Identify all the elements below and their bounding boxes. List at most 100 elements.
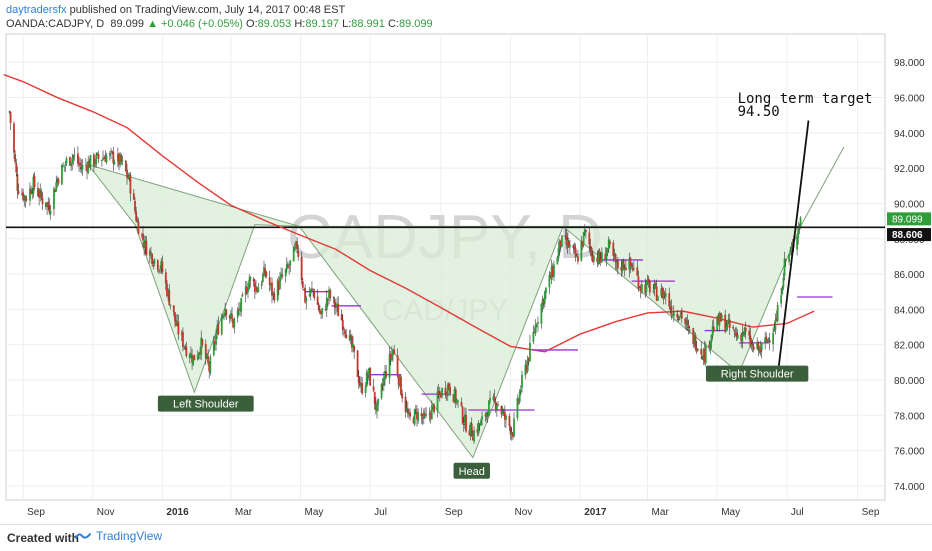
candle-body: [389, 353, 392, 359]
candle-body: [128, 174, 131, 180]
candle-body: [405, 408, 408, 411]
projection-line: [800, 146, 845, 227]
x-tick-label: Sep: [27, 507, 45, 518]
y-tick-label: 74.000: [894, 482, 925, 493]
candle-body: [221, 315, 224, 318]
candle-body: [656, 296, 659, 301]
candle-body: [494, 401, 497, 409]
candle-body: [533, 331, 536, 333]
candle-body: [759, 348, 762, 353]
candle-body: [105, 155, 108, 163]
candle-body: [734, 333, 737, 335]
publish-header: daytradersfx published on TradingView.co…: [6, 3, 345, 17]
candle-body: [232, 318, 235, 328]
candle-body: [477, 422, 480, 434]
candle-body: [236, 310, 239, 318]
candle-body: [457, 400, 459, 402]
candle-body: [268, 276, 271, 286]
candle-body: [373, 391, 376, 405]
candle-body: [743, 327, 746, 335]
candle-body: [561, 235, 563, 247]
candle-body: [797, 227, 800, 238]
candle-body: [648, 281, 651, 293]
candle-body: [476, 428, 479, 433]
candle-body: [285, 263, 288, 270]
candle-body: [597, 251, 600, 265]
candle-body: [781, 287, 784, 295]
candle-body: [532, 331, 535, 342]
candle-body: [465, 414, 467, 432]
candle-body: [767, 338, 770, 340]
candle-body: [589, 246, 592, 249]
candle-body: [446, 384, 449, 397]
candle-body: [440, 393, 442, 398]
candle-body: [679, 312, 682, 315]
candle-body: [32, 176, 35, 194]
candle-body: [33, 175, 36, 188]
candle-body: [612, 242, 615, 256]
candle-body: [348, 335, 351, 340]
candle-body: [624, 267, 627, 271]
candle-body: [486, 414, 489, 417]
candle-body: [372, 386, 375, 391]
candle-body: [265, 272, 268, 277]
candle-body: [247, 289, 249, 293]
candle-body: [183, 346, 185, 348]
candle-body: [413, 409, 416, 425]
candle-body: [521, 374, 523, 388]
candle-body: [160, 260, 163, 269]
candle-body: [686, 320, 689, 325]
candle-body: [525, 364, 528, 371]
candle-body: [263, 267, 265, 276]
candle-body: [495, 404, 498, 410]
candle-body: [169, 304, 172, 306]
candle-body: [296, 241, 298, 250]
candle-body: [661, 287, 664, 299]
moving-average-line: [3, 73, 815, 353]
candle-body: [556, 257, 559, 265]
candle-body: [369, 367, 372, 386]
symbol-label[interactable]: OANDA:CADJPY, D: [6, 18, 105, 30]
candle-body: [511, 432, 514, 437]
candle-body: [253, 282, 256, 292]
candle-body: [553, 264, 555, 277]
tradingview-brand[interactable]: TradingView: [74, 529, 162, 543]
candle-body: [220, 316, 223, 335]
candle-body: [791, 243, 794, 246]
candle-body: [368, 368, 370, 377]
ohlc-legend: OANDA:CADJPY, D 89.099 ▲ +0.046 (+0.05%)…: [6, 17, 433, 31]
candle-body: [352, 343, 354, 348]
created-with-label: Created with: [7, 531, 80, 545]
candle-body: [636, 267, 639, 276]
candle-body: [567, 241, 570, 248]
candle-body: [508, 416, 511, 427]
candle-body: [760, 343, 763, 351]
candle-body: [639, 286, 642, 292]
candle-body: [244, 286, 247, 296]
candle-body: [796, 236, 798, 250]
candle-body: [598, 250, 601, 260]
candle-body: [8, 111, 11, 113]
candle-body: [537, 322, 539, 324]
candle-body: [95, 154, 98, 165]
candle-body: [87, 161, 90, 173]
price-chart[interactable]: CADJPY, DCAD/JPYLong term target94.50Lef…: [0, 0, 932, 524]
candle-body: [366, 374, 369, 378]
y-tick-label: 96.000: [894, 94, 925, 105]
candle-body: [669, 307, 672, 309]
candle-body: [503, 411, 506, 420]
candle-body: [726, 321, 729, 328]
author-link[interactable]: daytradersfx: [6, 4, 67, 16]
candle-body: [273, 292, 276, 301]
candle-body: [343, 328, 345, 330]
candle-body: [46, 203, 48, 208]
candle-body: [185, 346, 188, 357]
publish-info: published on TradingView.com, July 14, 2…: [69, 4, 346, 16]
candle-body: [64, 163, 67, 165]
candle-body: [701, 356, 704, 359]
candle-body: [255, 286, 257, 292]
candle-body: [430, 406, 433, 420]
candle-body: [111, 151, 114, 153]
x-tick-label: Sep: [445, 507, 463, 518]
candle-body: [513, 418, 515, 437]
